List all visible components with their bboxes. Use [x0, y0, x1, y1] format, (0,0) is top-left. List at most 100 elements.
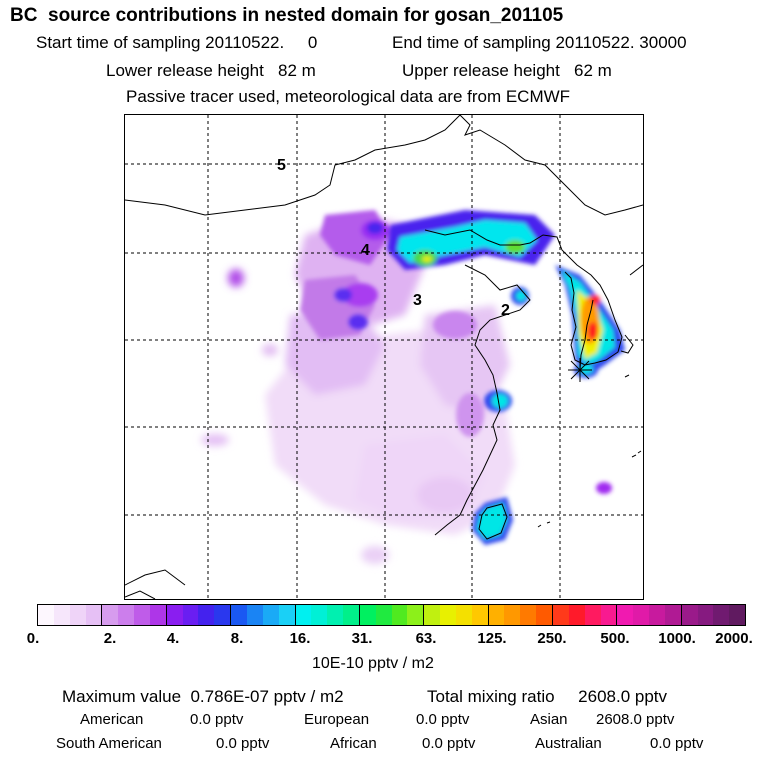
coastline-mongolia-border: [125, 115, 461, 216]
colorbar-segment: [471, 605, 489, 625]
field-korea-red-2: [588, 322, 598, 340]
south-american-value: 0.0 pptv: [216, 735, 270, 752]
colorbar-unit: 10E-10 pptv / m2: [312, 655, 434, 672]
colorbar-segment: [311, 605, 328, 625]
colorbar-segment: [118, 605, 135, 625]
colorbar-segment: [166, 605, 183, 625]
colorbar-tick-2000: 2000.: [715, 630, 753, 647]
colorbar-segment: [713, 605, 730, 625]
african-label: African: [330, 735, 377, 752]
map-canvas: [125, 115, 643, 599]
field-shanghai-cyan: [492, 394, 508, 408]
field-yellow-coast: [422, 256, 432, 262]
colorbar-segment: [246, 605, 263, 625]
australian-value: 0.0 pptv: [650, 735, 704, 752]
concentration-field: [201, 210, 625, 564]
field-violet-3: [433, 311, 477, 339]
coastline-china-korea: [424, 229, 623, 366]
colorbar-segment: [343, 605, 360, 625]
colorbar-segment: [38, 605, 54, 625]
field-hubei: [262, 344, 278, 356]
colorbar-segment: [504, 605, 521, 625]
trajectory-marker-4: 4: [361, 242, 370, 259]
coastline-hainan: [125, 569, 186, 586]
field-blue-1: [334, 288, 352, 302]
colorbar-segment: [214, 605, 232, 625]
american-label: American: [80, 711, 144, 728]
trajectory-marker-2: 2: [501, 302, 510, 319]
colorbar-segment: [681, 605, 698, 625]
australian-label: Australian: [535, 735, 602, 752]
field-violet-1: [342, 283, 378, 307]
total-mixing-ratio: Total mixing ratio 2608.0 pptv: [427, 687, 668, 706]
colorbar-segment: [134, 605, 150, 625]
colorbar-segment: [262, 605, 279, 625]
european-label: European: [304, 711, 370, 728]
colorbar-segment: [649, 605, 665, 625]
asian-label: Asian: [530, 711, 568, 728]
colorbar-segment: [729, 605, 746, 625]
start-time-label: Start time of sampling 20110522. 0: [36, 33, 318, 52]
field-gosan-cyan: [579, 364, 593, 374]
field-west-patch: [201, 434, 229, 446]
colorbar-segment: [391, 605, 408, 625]
colorbar-segment: [697, 605, 714, 625]
colorbar-tick-500: 500.: [600, 630, 630, 647]
field-ryukyu-spot: [596, 482, 612, 494]
colorbar-segment: [359, 605, 376, 625]
field-green-bohai: [505, 240, 525, 254]
american-value: 0.0 pptv: [190, 711, 244, 728]
map-panel: 5 4 3 2: [124, 114, 644, 600]
max-value-label: Maximum value 0.786E-07 pptv / m2: [62, 687, 344, 706]
colorbar-segment: [553, 605, 569, 625]
colorbar-segment: [536, 605, 553, 625]
lower-release-label: Lower release height 82 m: [106, 61, 316, 80]
colorbar-segment: [53, 605, 70, 625]
trajectory-marker-5: 5: [277, 157, 286, 174]
colorbar-segment: [488, 605, 505, 625]
asian-value: 2608.0 pptv: [596, 711, 675, 728]
colorbar-segment: [375, 605, 392, 625]
colorbar-segment: [295, 605, 312, 625]
colorbar-segment: [440, 605, 456, 625]
colorbar-segment: [85, 605, 103, 625]
end-time-label: End time of sampling 20110522. 30000: [392, 33, 687, 52]
coastlines: [125, 115, 643, 599]
upper-release-label: Upper release height 62 m: [402, 61, 612, 80]
field-blue-3: [367, 222, 383, 234]
field-west-spot: [228, 269, 244, 287]
colorbar-segment: [584, 605, 601, 625]
colorbar-segment: [520, 605, 537, 625]
colorbar-segment: [198, 605, 215, 625]
trajectory-marker-3: 3: [413, 292, 422, 309]
colorbar-segment: [600, 605, 618, 625]
colorbar-tick-31: 31.: [351, 630, 373, 647]
colorbar-tick-250: 250.: [537, 630, 567, 647]
colorbar-tick-125: 125.: [477, 630, 507, 647]
field-korea-red-1: [590, 295, 600, 305]
colorbar-tick-8: 8.: [230, 630, 244, 647]
map-title: BC source contributions in nested domain…: [10, 5, 564, 26]
coastline-bohai: [434, 264, 531, 536]
coastline-manchuria: [459, 115, 643, 216]
coastline-south: [125, 590, 156, 599]
field-violet-4: [456, 393, 484, 437]
colorbar-segment: [568, 605, 585, 625]
coastline-islands: [537, 374, 642, 528]
field-qingdao-cyan: [516, 291, 526, 301]
colorbar-segment: [182, 605, 199, 625]
colorbar-tick-16: 16.: [289, 630, 311, 647]
back-trajectory: [579, 299, 594, 371]
colorbar-segment: [231, 605, 247, 625]
colorbar-segment: [455, 605, 472, 625]
colorbar-segment: [102, 605, 119, 625]
colorbar-segment: [327, 605, 344, 625]
colorbar-tick-2: 2.: [103, 630, 117, 647]
field-south: [417, 477, 473, 513]
coastline-taiwan: [478, 503, 508, 540]
colorbar: [37, 604, 746, 626]
african-value: 0.0 pptv: [422, 735, 476, 752]
south-american-label: South American: [56, 735, 162, 752]
colorbar-tick-63: 63.: [415, 630, 437, 647]
colorbar-segment: [149, 605, 167, 625]
